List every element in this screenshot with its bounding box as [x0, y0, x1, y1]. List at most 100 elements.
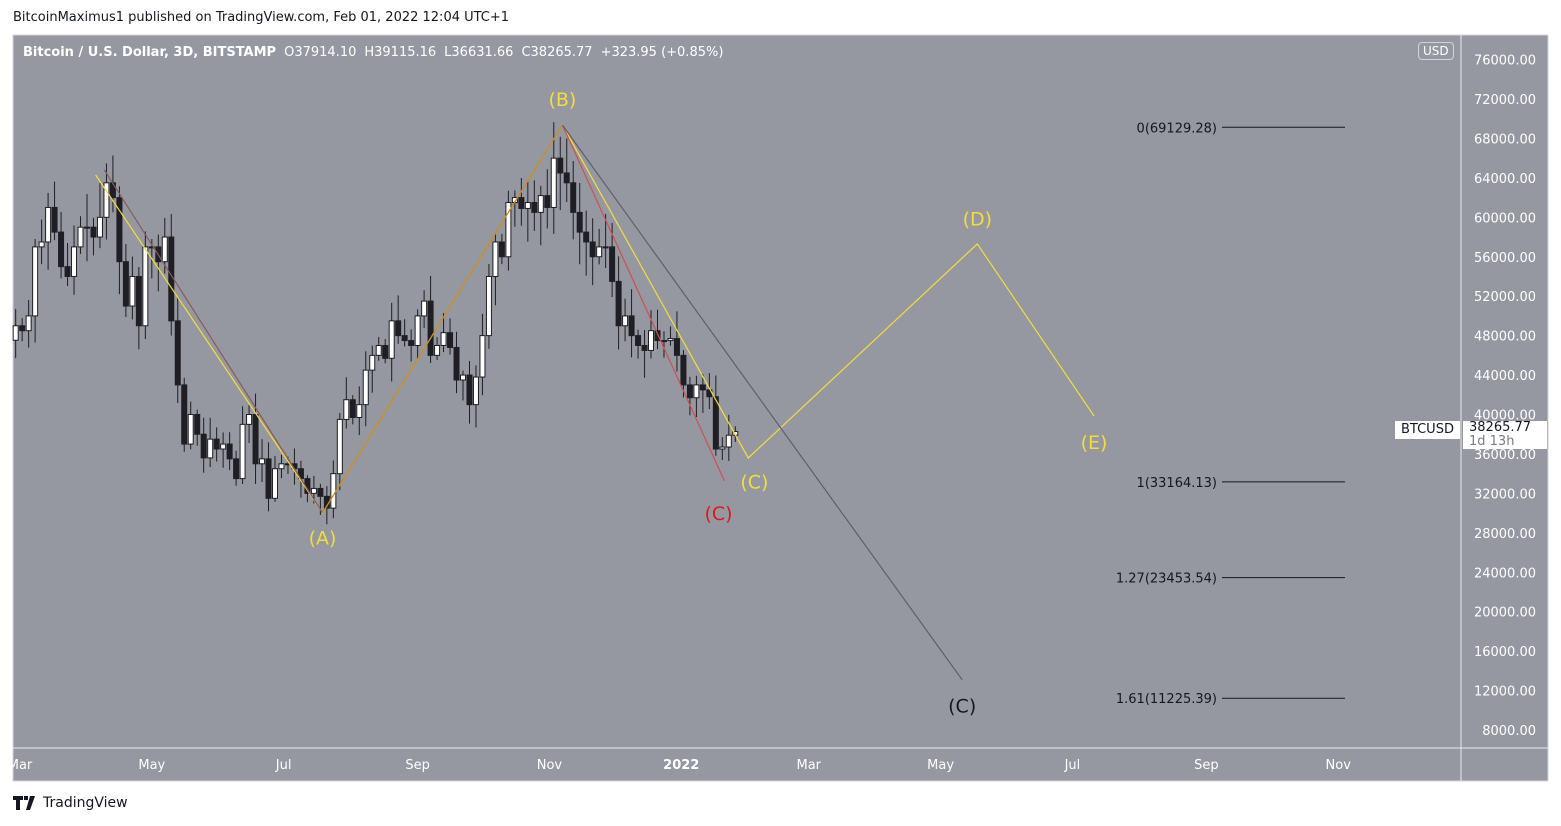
candle — [440, 313, 447, 353]
candle — [537, 185, 544, 246]
candle — [207, 417, 214, 468]
candle — [388, 302, 395, 382]
candle-body — [207, 438, 214, 459]
candle — [408, 329, 415, 362]
fib-label: 0(69129.28) — [1137, 121, 1217, 136]
candle — [570, 160, 577, 240]
candle — [174, 297, 181, 403]
price-tick-label: 28000.00 — [1474, 527, 1536, 542]
price-axis[interactable]: 76000.00 72000.00 68000.00 64000.00 60000.00… — [1474, 54, 1536, 739]
candle — [719, 437, 726, 461]
ohlc-open: O37914.10 — [284, 45, 357, 60]
candle — [472, 365, 479, 428]
candle — [434, 337, 441, 360]
candle-body — [421, 300, 428, 317]
candle — [660, 331, 667, 358]
candle — [25, 300, 32, 348]
price-tick-label: 64000.00 — [1474, 172, 1536, 187]
candle-body — [498, 241, 505, 258]
candle-body — [330, 473, 337, 509]
symbol-price-tag: BTCUSD — [1395, 421, 1460, 439]
candle — [479, 313, 486, 396]
candle-body — [609, 246, 616, 282]
candle-body — [382, 344, 389, 359]
currency-button[interactable]: USD — [1418, 42, 1454, 60]
candle-body — [524, 202, 531, 209]
candle-body — [570, 182, 577, 213]
wave-label: (B) — [548, 89, 576, 111]
wave-label: (A) — [309, 528, 337, 550]
candle-body — [135, 275, 142, 327]
candle — [615, 256, 622, 350]
candle — [550, 122, 557, 234]
candle-body — [401, 335, 408, 342]
bar-countdown: 1d 13h — [1469, 434, 1515, 449]
candle — [103, 163, 110, 240]
time-tick-label: Jul — [1064, 758, 1081, 773]
candle-body — [460, 374, 467, 381]
candle-body — [200, 433, 207, 459]
time-axis[interactable]: Mar May Jul Sep Nov 2022 Mar May Jul Sep Nov — [8, 758, 1351, 773]
tradingview-logo[interactable]: TradingView — [13, 795, 128, 811]
candle-body — [25, 315, 32, 332]
candle-body — [109, 182, 116, 199]
candle-body — [349, 399, 356, 418]
candle-body — [336, 418, 343, 475]
ohlc-close: C38265.77 — [521, 45, 593, 60]
candle-body — [719, 446, 726, 450]
candle — [576, 182, 583, 265]
candle — [259, 439, 266, 483]
price-tick-label: 40000.00 — [1474, 409, 1536, 424]
orange-b-leg — [322, 124, 563, 514]
chart-background — [12, 34, 1549, 782]
candle — [122, 244, 129, 317]
brand-name: TradingView — [43, 795, 128, 811]
candle — [278, 454, 285, 479]
candle-body — [550, 157, 557, 208]
fib-label: 1.61(11225.39) — [1116, 692, 1217, 707]
price-tick-label: 56000.00 — [1474, 251, 1536, 266]
candle-body — [725, 434, 732, 448]
candle — [45, 192, 52, 270]
candle-body — [628, 315, 635, 337]
candle — [336, 413, 343, 491]
candle-body — [187, 414, 194, 445]
ohlc-change: +323.95 (+0.85%) — [600, 45, 724, 60]
candle-body — [680, 354, 687, 386]
candle — [356, 386, 363, 436]
candle — [220, 432, 227, 468]
candle-body — [64, 266, 71, 277]
candle-body — [252, 414, 259, 465]
price-tick-label: 60000.00 — [1474, 211, 1536, 226]
candle-body — [246, 414, 253, 425]
candle-body — [122, 261, 129, 307]
candle — [343, 377, 350, 429]
candle — [32, 239, 39, 343]
candle-body — [343, 399, 350, 420]
candle — [233, 450, 240, 486]
candle-body — [414, 315, 421, 346]
candle — [583, 210, 590, 276]
candle-body — [686, 384, 693, 399]
candle — [38, 219, 45, 265]
candle — [498, 233, 505, 265]
candle-body — [375, 344, 382, 356]
candle — [518, 178, 525, 226]
candle — [453, 331, 460, 394]
tradingview-logo-icon — [13, 796, 35, 810]
candle — [401, 319, 408, 347]
fib-levels: 0(69129.28) 1(33164.13) 1.27(23453.54) 1.61… — [1116, 121, 1345, 707]
candle — [181, 377, 188, 452]
candle-body — [531, 202, 538, 213]
candle-body — [369, 354, 376, 371]
candle-body — [557, 157, 564, 174]
candles — [12, 122, 739, 525]
candle — [213, 427, 220, 462]
candle-body — [174, 320, 181, 386]
candle-body — [38, 241, 45, 248]
candle — [447, 318, 454, 355]
dark-red-a-leg — [103, 169, 324, 514]
candle — [77, 216, 84, 254]
candle — [71, 225, 78, 295]
